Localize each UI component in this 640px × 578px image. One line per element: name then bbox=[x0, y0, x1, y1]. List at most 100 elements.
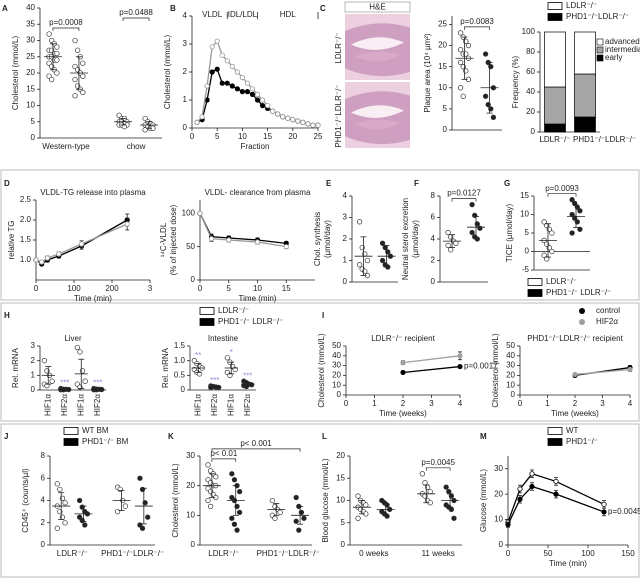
y-tick-label: 0 bbox=[443, 125, 448, 134]
bracket bbox=[211, 448, 301, 452]
y-tick-label: 8 bbox=[431, 191, 436, 200]
data-point bbox=[482, 93, 489, 99]
data-point bbox=[277, 509, 283, 516]
x-tick-label: 0 bbox=[506, 549, 511, 558]
data-point bbox=[259, 97, 266, 103]
data-point bbox=[627, 366, 633, 373]
y-tick-label: 40 bbox=[26, 3, 35, 12]
data-point bbox=[249, 91, 256, 98]
data-point bbox=[236, 509, 243, 516]
y-tick-label: 20 bbox=[26, 68, 35, 77]
data-point bbox=[356, 219, 363, 225]
y-tick-label: 2.0 bbox=[20, 215, 32, 224]
data-point bbox=[465, 42, 472, 49]
legend-marker bbox=[63, 438, 79, 446]
significance: *** bbox=[60, 379, 69, 388]
data-point bbox=[229, 83, 235, 89]
x-tick-label: LDLR⁻/⁻ bbox=[208, 549, 239, 558]
data-point bbox=[194, 119, 200, 126]
data-point bbox=[224, 58, 230, 64]
legend-label: intermediate bbox=[605, 45, 640, 54]
data-point bbox=[445, 229, 451, 236]
y-tick-label: 1.0 bbox=[174, 356, 186, 365]
y-tick-label: 6 bbox=[41, 473, 46, 482]
y-tick-label: 30 bbox=[506, 361, 515, 370]
y-tick-label: 60 bbox=[526, 67, 535, 76]
data-point bbox=[209, 44, 215, 50]
y-axis-title: Cholesterol (mmol/L) bbox=[491, 333, 500, 408]
data-point bbox=[477, 225, 483, 231]
annotation: p=0.0083 bbox=[460, 17, 494, 26]
y-tick-label: 40 bbox=[506, 351, 515, 360]
bracket bbox=[425, 467, 451, 471]
series-line bbox=[402, 355, 461, 364]
data-point bbox=[122, 503, 129, 509]
data-point bbox=[33, 257, 39, 263]
data-point bbox=[239, 89, 245, 95]
x-axis-title: Time (min) bbox=[74, 294, 112, 303]
bracket bbox=[451, 198, 477, 202]
row-frame bbox=[0, 302, 640, 422]
data-point bbox=[305, 121, 311, 127]
x-tick-label: 15 bbox=[282, 284, 291, 293]
data-point bbox=[549, 230, 555, 236]
data-point bbox=[569, 211, 575, 218]
panel-label: M bbox=[480, 432, 487, 441]
y-tick-label: 1.0 bbox=[20, 255, 32, 264]
data-point bbox=[457, 59, 464, 66]
y-tick-label: 0 bbox=[431, 277, 436, 286]
significance: *** bbox=[243, 371, 252, 380]
data-point bbox=[239, 75, 245, 81]
y-axis-title: Blood glucose (mmol/L) bbox=[321, 458, 330, 542]
data-point bbox=[80, 89, 86, 96]
y-axis-title: Cholesterol (mmol/L) bbox=[11, 36, 20, 111]
data-point bbox=[356, 262, 363, 268]
data-point bbox=[355, 493, 361, 499]
y-tick-label: 5 bbox=[341, 518, 346, 527]
data-point bbox=[269, 497, 276, 504]
y-tick-label: 10 bbox=[26, 101, 35, 110]
data-point bbox=[244, 80, 251, 86]
x-tick-label: 4 bbox=[458, 399, 463, 408]
y-tick-label: 0.5 bbox=[174, 370, 186, 379]
x-tick-label: HIF2α bbox=[243, 394, 252, 416]
series-line bbox=[402, 365, 461, 374]
y-tick-label: 40 bbox=[332, 351, 341, 360]
data-point bbox=[457, 47, 464, 53]
annotation: p< 0.01 bbox=[210, 449, 237, 458]
data-point bbox=[300, 119, 306, 126]
y-tick-label: 1 bbox=[183, 95, 188, 104]
legend-marker bbox=[547, 427, 563, 435]
data-point bbox=[224, 355, 231, 361]
data-point bbox=[214, 38, 220, 44]
x-tick-label: HIF2α bbox=[93, 394, 102, 416]
data-point bbox=[295, 118, 301, 124]
y-tick-label: 1.5 bbox=[20, 235, 32, 244]
legend-marker bbox=[579, 308, 585, 314]
data-point bbox=[205, 462, 211, 468]
x-tick-label: 0 bbox=[190, 132, 195, 141]
data-point bbox=[577, 226, 583, 232]
panel-label: E bbox=[326, 179, 332, 188]
x-tick-label: PHD1⁻/⁻LDLR⁻/⁻ bbox=[257, 549, 320, 558]
y-tick-label: 2 bbox=[31, 356, 36, 365]
data-point bbox=[254, 239, 261, 245]
y-tick-label: 0 bbox=[181, 385, 186, 394]
bar-segment bbox=[544, 123, 566, 133]
data-point bbox=[219, 80, 225, 86]
x-tick-label: 1 bbox=[545, 399, 550, 408]
y-tick-label: 2 bbox=[343, 234, 348, 243]
x-tick-label: 5 bbox=[215, 132, 220, 141]
y-axis-title: CD45⁺ (counts/µl) bbox=[21, 468, 30, 533]
data-point bbox=[517, 496, 523, 502]
data-point bbox=[400, 360, 406, 366]
x-axis-title: Fraction bbox=[241, 142, 270, 151]
legend-marker bbox=[579, 319, 585, 325]
x-tick-label: 50 bbox=[544, 549, 553, 558]
data-point bbox=[224, 80, 230, 86]
data-point bbox=[82, 378, 88, 384]
y-tick-label: 20 bbox=[332, 371, 341, 380]
y-tick-label: 10 bbox=[336, 496, 345, 505]
